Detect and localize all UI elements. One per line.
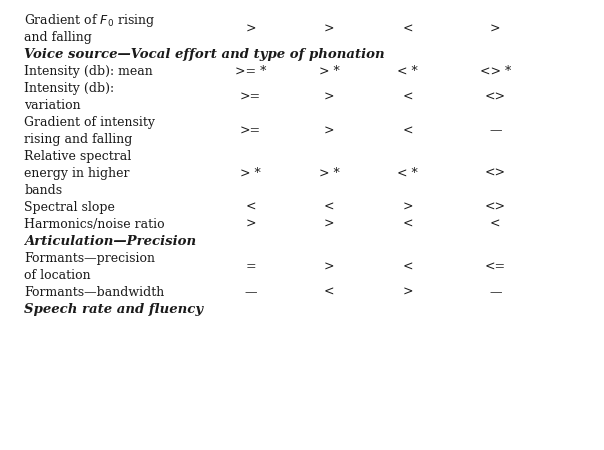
Text: >= *: >= *	[235, 65, 266, 78]
Text: Articulation—Precision: Articulation—Precision	[24, 235, 196, 248]
Text: Formants—precision: Formants—precision	[24, 252, 155, 265]
Text: >=: >=	[240, 90, 261, 104]
Text: >: >	[324, 261, 335, 274]
Text: Voice source—Vocal effort and type of phonation: Voice source—Vocal effort and type of ph…	[24, 48, 385, 61]
Text: >=: >=	[240, 125, 261, 138]
Text: > *: > *	[319, 65, 339, 78]
Text: >: >	[324, 218, 335, 231]
Text: <: <	[402, 90, 413, 104]
Text: < *: < *	[397, 167, 418, 180]
Text: Gradient of intensity: Gradient of intensity	[24, 116, 155, 129]
Text: <: <	[324, 201, 335, 214]
Text: >: >	[402, 201, 413, 214]
Text: >: >	[324, 22, 335, 36]
Text: >: >	[490, 22, 501, 36]
Text: <=: <=	[485, 261, 506, 274]
Text: rising and falling: rising and falling	[24, 133, 132, 146]
Text: > *: > *	[240, 167, 261, 180]
Text: Relative spectral: Relative spectral	[24, 150, 132, 163]
Text: —: —	[489, 125, 501, 138]
Text: >: >	[324, 125, 335, 138]
Text: Intensity (db): mean: Intensity (db): mean	[24, 65, 153, 78]
Text: <: <	[402, 22, 413, 36]
Text: >: >	[245, 218, 256, 231]
Text: <: <	[402, 261, 413, 274]
Text: <>: <>	[485, 90, 506, 104]
Text: Speech rate and fluency: Speech rate and fluency	[24, 303, 204, 316]
Text: < *: < *	[397, 65, 418, 78]
Text: <: <	[245, 201, 256, 214]
Text: Formants—bandwidth: Formants—bandwidth	[24, 286, 164, 299]
Text: Intensity (db):: Intensity (db):	[24, 82, 114, 95]
Text: Spectral slope: Spectral slope	[24, 201, 115, 214]
Text: <>: <>	[485, 201, 506, 214]
Text: Harmonics/noise ratio: Harmonics/noise ratio	[24, 218, 165, 231]
Text: <: <	[324, 286, 335, 299]
Text: <: <	[402, 125, 413, 138]
Text: energy in higher: energy in higher	[24, 167, 130, 180]
Text: >: >	[245, 22, 256, 36]
Text: —: —	[245, 286, 257, 299]
Text: variation: variation	[24, 99, 81, 112]
Text: =: =	[245, 261, 256, 274]
Text: bands: bands	[24, 184, 62, 197]
Text: <> *: <> *	[480, 65, 511, 78]
Text: of location: of location	[24, 269, 91, 282]
Text: Gradient of $F_0$ rising: Gradient of $F_0$ rising	[24, 12, 155, 29]
Text: > *: > *	[319, 167, 339, 180]
Text: and falling: and falling	[24, 31, 92, 44]
Text: >: >	[324, 90, 335, 104]
Text: <: <	[490, 218, 501, 231]
Text: —: —	[489, 286, 501, 299]
Text: <>: <>	[485, 167, 506, 180]
Text: <: <	[402, 218, 413, 231]
Text: >: >	[402, 286, 413, 299]
